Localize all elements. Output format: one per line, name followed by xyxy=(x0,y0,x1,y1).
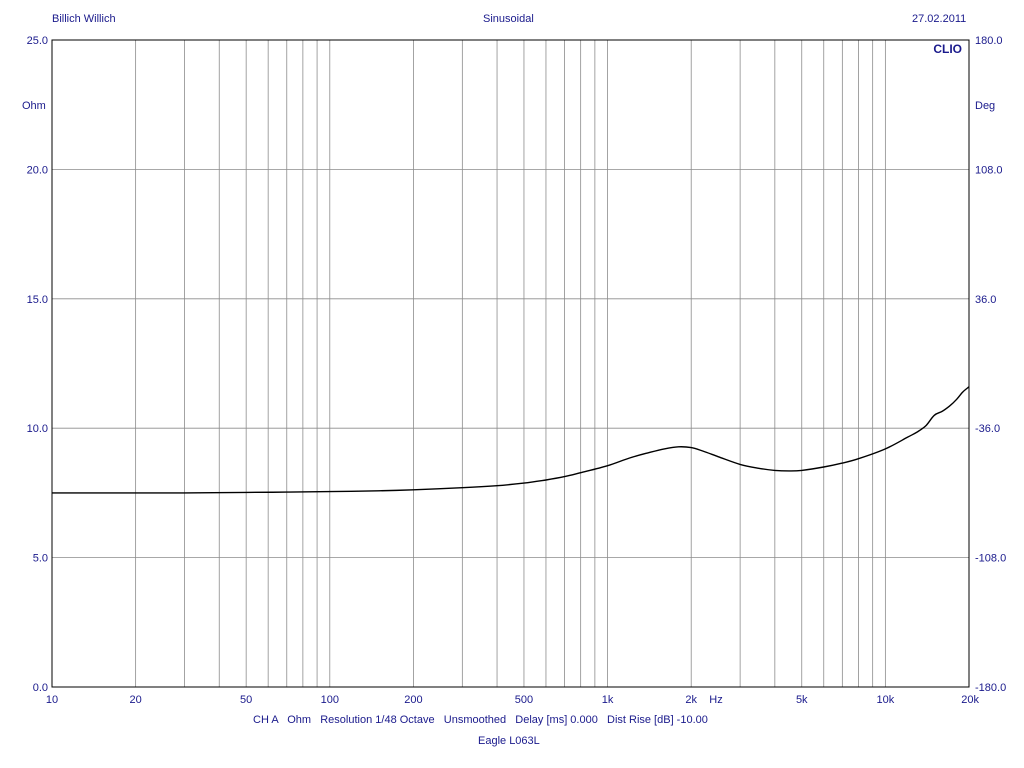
x-tick-label: 100 xyxy=(321,694,339,706)
footer-settings: CH A Ohm Resolution 1/48 Octave Unsmooth… xyxy=(253,714,708,726)
y2-tick-label: -36.0 xyxy=(975,423,1000,435)
axis-labels: 0.0 5.0 10.0 15.0 20.0 25.0 -180.0 -108.0 -36.0 3… xyxy=(27,35,1007,706)
header-right: 27.02.2011 xyxy=(912,13,967,25)
y2-tick-label: 36.0 xyxy=(975,294,996,306)
y-tick-label: 25.0 xyxy=(27,35,48,47)
x-tick-label: 5k xyxy=(796,694,808,706)
header-center: Sinusoidal xyxy=(483,13,534,25)
x-tick-label: 200 xyxy=(404,694,422,706)
y-tick-label: 10.0 xyxy=(27,423,48,435)
y2-axis-label: Deg xyxy=(975,100,995,112)
brand-label: CLIO xyxy=(933,42,962,56)
x-tick-label: 10 xyxy=(46,694,58,706)
y2-tick-label: 180.0 xyxy=(975,35,1003,47)
x-tick-label: 20 xyxy=(129,694,141,706)
y-tick-label: 0.0 xyxy=(33,682,48,694)
x-tick-label: 1k xyxy=(602,694,614,706)
chart-grid xyxy=(52,40,969,687)
x-tick-label: 50 xyxy=(240,694,252,706)
impedance-curve xyxy=(52,386,970,494)
y-tick-label: 20.0 xyxy=(27,164,48,176)
x-axis-unit-label: Hz xyxy=(709,694,722,706)
x-tick-label: 10k xyxy=(877,694,895,706)
y-axis-label: Ohm xyxy=(22,100,46,112)
y2-tick-label: -180.0 xyxy=(975,682,1006,694)
x-tick-label: 2k xyxy=(685,694,697,706)
y2-tick-label: 108.0 xyxy=(975,164,1003,176)
footer-device: Eagle L063L xyxy=(478,735,540,747)
plot-frame xyxy=(51,39,970,688)
header-left: Billich Willich xyxy=(52,13,116,25)
y-tick-label: 5.0 xyxy=(33,553,48,565)
x-tick-label: 20k xyxy=(961,694,979,706)
y-tick-label: 15.0 xyxy=(27,294,48,306)
x-tick-label: 500 xyxy=(515,694,533,706)
y2-tick-label: -108.0 xyxy=(975,553,1006,565)
